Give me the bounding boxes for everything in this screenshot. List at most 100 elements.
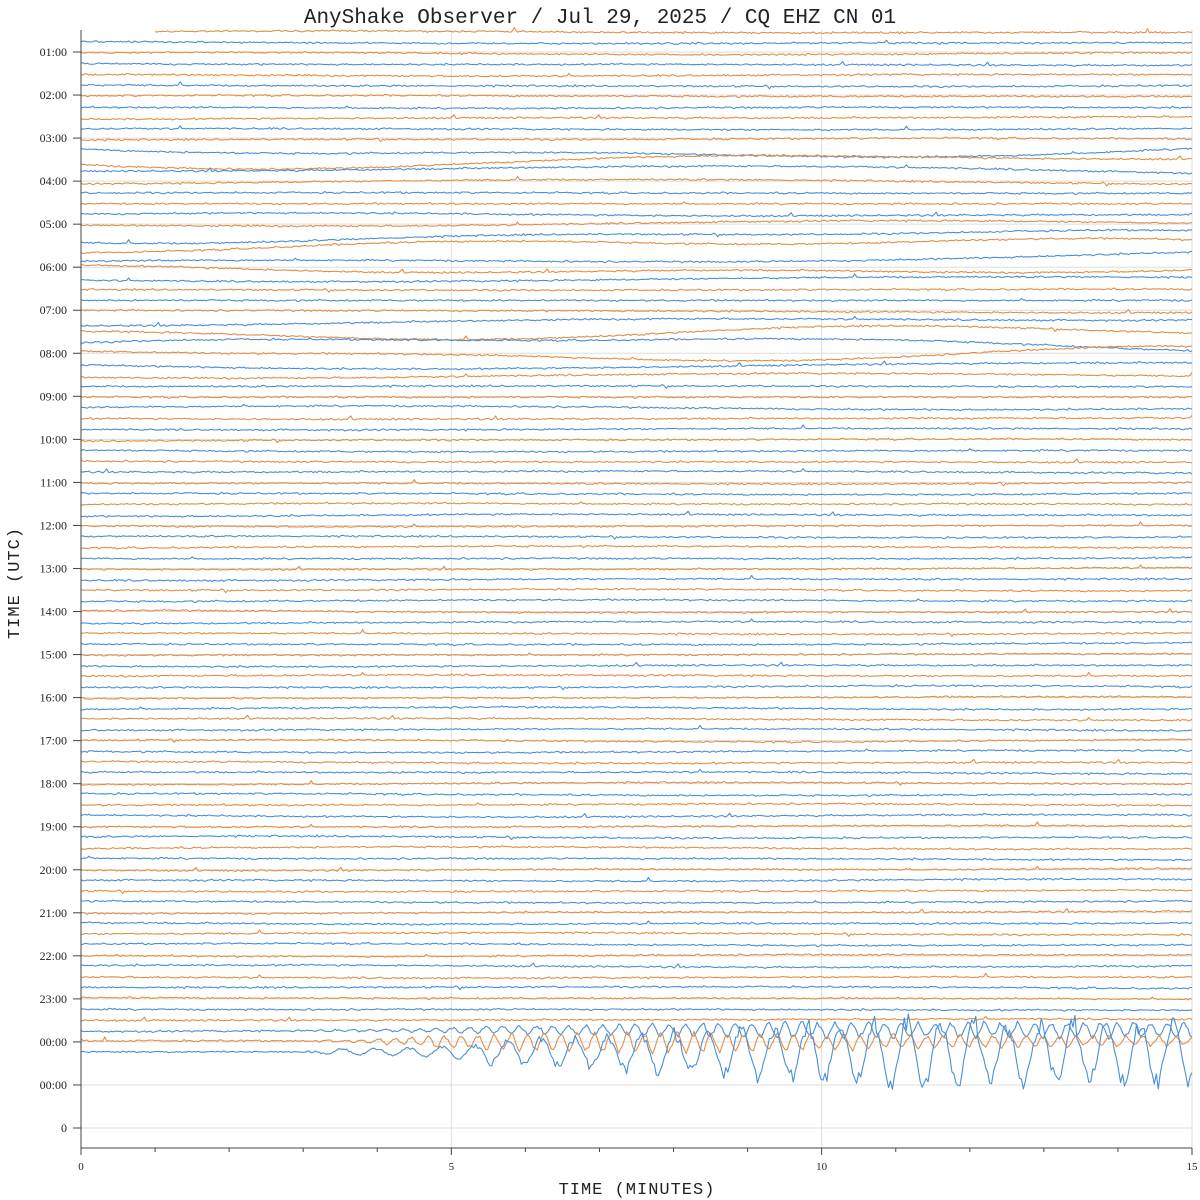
y-tick-label: 14:00: [40, 605, 67, 619]
trace-line: [80, 899, 1192, 905]
trace-line: [80, 1013, 1193, 1090]
grid-layer: [80, 30, 1193, 1148]
y-tick-label: 00:00: [40, 1078, 67, 1092]
trace-line: [80, 544, 1193, 550]
trace-line: [80, 888, 1193, 895]
trace-line: [80, 641, 1193, 647]
trace-line: [80, 211, 1192, 218]
y-tick-label: 01:00: [40, 45, 67, 59]
trace-line: [80, 424, 1193, 432]
x-tick-label: 10: [816, 1161, 828, 1173]
trace-line: [80, 845, 1193, 851]
trace-line: [80, 414, 1193, 421]
y-axis-label: TIME (UTC): [6, 527, 25, 639]
trace-line: [80, 877, 1193, 883]
trace-line: [80, 821, 1193, 829]
trace-line: [80, 468, 1193, 475]
trace-line: [80, 855, 1193, 862]
trace-line: [81, 920, 1193, 926]
trace-line: [80, 263, 1193, 275]
trace-line: [80, 136, 1192, 143]
axis-layer: 01:00 02:00 03:00 04:00 05:00 06:00 07:00 08:00…: [40, 30, 1198, 1173]
trace-line: [81, 865, 1193, 873]
trace-line: [80, 608, 1193, 615]
trace-line: [80, 834, 1193, 841]
trace-line: [80, 1007, 1193, 1012]
trace-line: [80, 812, 1193, 819]
y-tick-label: 00:00: [40, 1035, 67, 1049]
trace-line: [80, 510, 1193, 518]
trace-line: [80, 175, 1193, 187]
x-tick-label: 0: [78, 1161, 84, 1173]
trace-line: [80, 684, 1193, 691]
trace-line: [80, 125, 1193, 132]
y-tick-label: 20:00: [40, 863, 67, 877]
trace-line: [80, 714, 1193, 722]
trace-line: [80, 574, 1193, 583]
trace-line: [80, 598, 1193, 604]
trace-line: [80, 201, 1193, 206]
y-tick-label: 04:00: [40, 174, 67, 188]
trace-line: [80, 403, 1193, 412]
trace-line: [80, 491, 1193, 497]
trace-line: [81, 705, 1193, 711]
y-tick-label: 10:00: [40, 432, 67, 446]
y-tick-label: 22:00: [40, 949, 67, 963]
y-tick-label: 06:00: [40, 260, 67, 274]
trace-line: [80, 448, 1193, 454]
trace-layer: [80, 27, 1193, 1090]
trace-line: [80, 308, 1193, 315]
trace-line: [80, 437, 1193, 444]
trace-line: [80, 962, 1193, 969]
y-tick-label: 16:00: [40, 691, 67, 705]
trace-line: [80, 768, 1193, 776]
trace-line: [80, 297, 1193, 303]
y-tick-label: 11:00: [40, 475, 67, 489]
trace-line: [80, 748, 1193, 755]
trace-line: [80, 908, 1193, 916]
trace-line: [80, 802, 1193, 807]
trace-line: [80, 93, 1193, 98]
trace-line: [80, 72, 1193, 78]
trace-line: [80, 479, 1193, 487]
trace-line: [80, 661, 1193, 669]
trace-line: [80, 153, 1193, 171]
trace-line: [80, 219, 1193, 228]
trace-line: [80, 228, 1193, 245]
x-tick-label: 15: [1187, 1161, 1199, 1173]
y-tick-label: 17:00: [40, 734, 67, 748]
y-tick-label: 12:00: [40, 518, 67, 532]
trace-line: [80, 695, 1193, 700]
x-tick-label: 5: [449, 1161, 455, 1173]
trace-line: [80, 395, 1193, 399]
trace-line: [80, 147, 1193, 159]
trace-line: [80, 39, 1193, 45]
trace-line: [154, 27, 1193, 35]
y-tick-label: 15:00: [40, 648, 67, 662]
trace-line: [81, 564, 1193, 572]
trace-line: [80, 780, 1193, 787]
trace-line: [80, 941, 1193, 948]
trace-line: [81, 738, 1193, 744]
trace-line: [80, 629, 1193, 638]
trace-line: [80, 556, 1193, 561]
chart-title: AnyShake Observer / Jul 29, 2025 / CQ EH…: [304, 7, 896, 30]
trace-line: [80, 652, 1193, 657]
trace-line: [80, 337, 1193, 353]
trace-line: [80, 273, 1193, 284]
trace-line: [80, 521, 1193, 529]
trace-line: [80, 236, 1193, 254]
trace-line: [80, 929, 1193, 937]
trace-line: [80, 114, 1193, 121]
x-axis-label: TIME (MINUTES): [559, 1181, 716, 1200]
trace-line: [80, 758, 1193, 765]
y-tick-label: 23:00: [40, 992, 67, 1006]
trace-line: [80, 618, 1193, 626]
trace-line: [80, 81, 1193, 90]
trace-line: [80, 972, 1193, 980]
trace-line: [80, 953, 1193, 958]
trace-line: [80, 50, 1193, 57]
trace-line: [80, 1015, 1193, 1022]
trace-line: [80, 791, 1193, 797]
trace-line: [80, 164, 1193, 175]
